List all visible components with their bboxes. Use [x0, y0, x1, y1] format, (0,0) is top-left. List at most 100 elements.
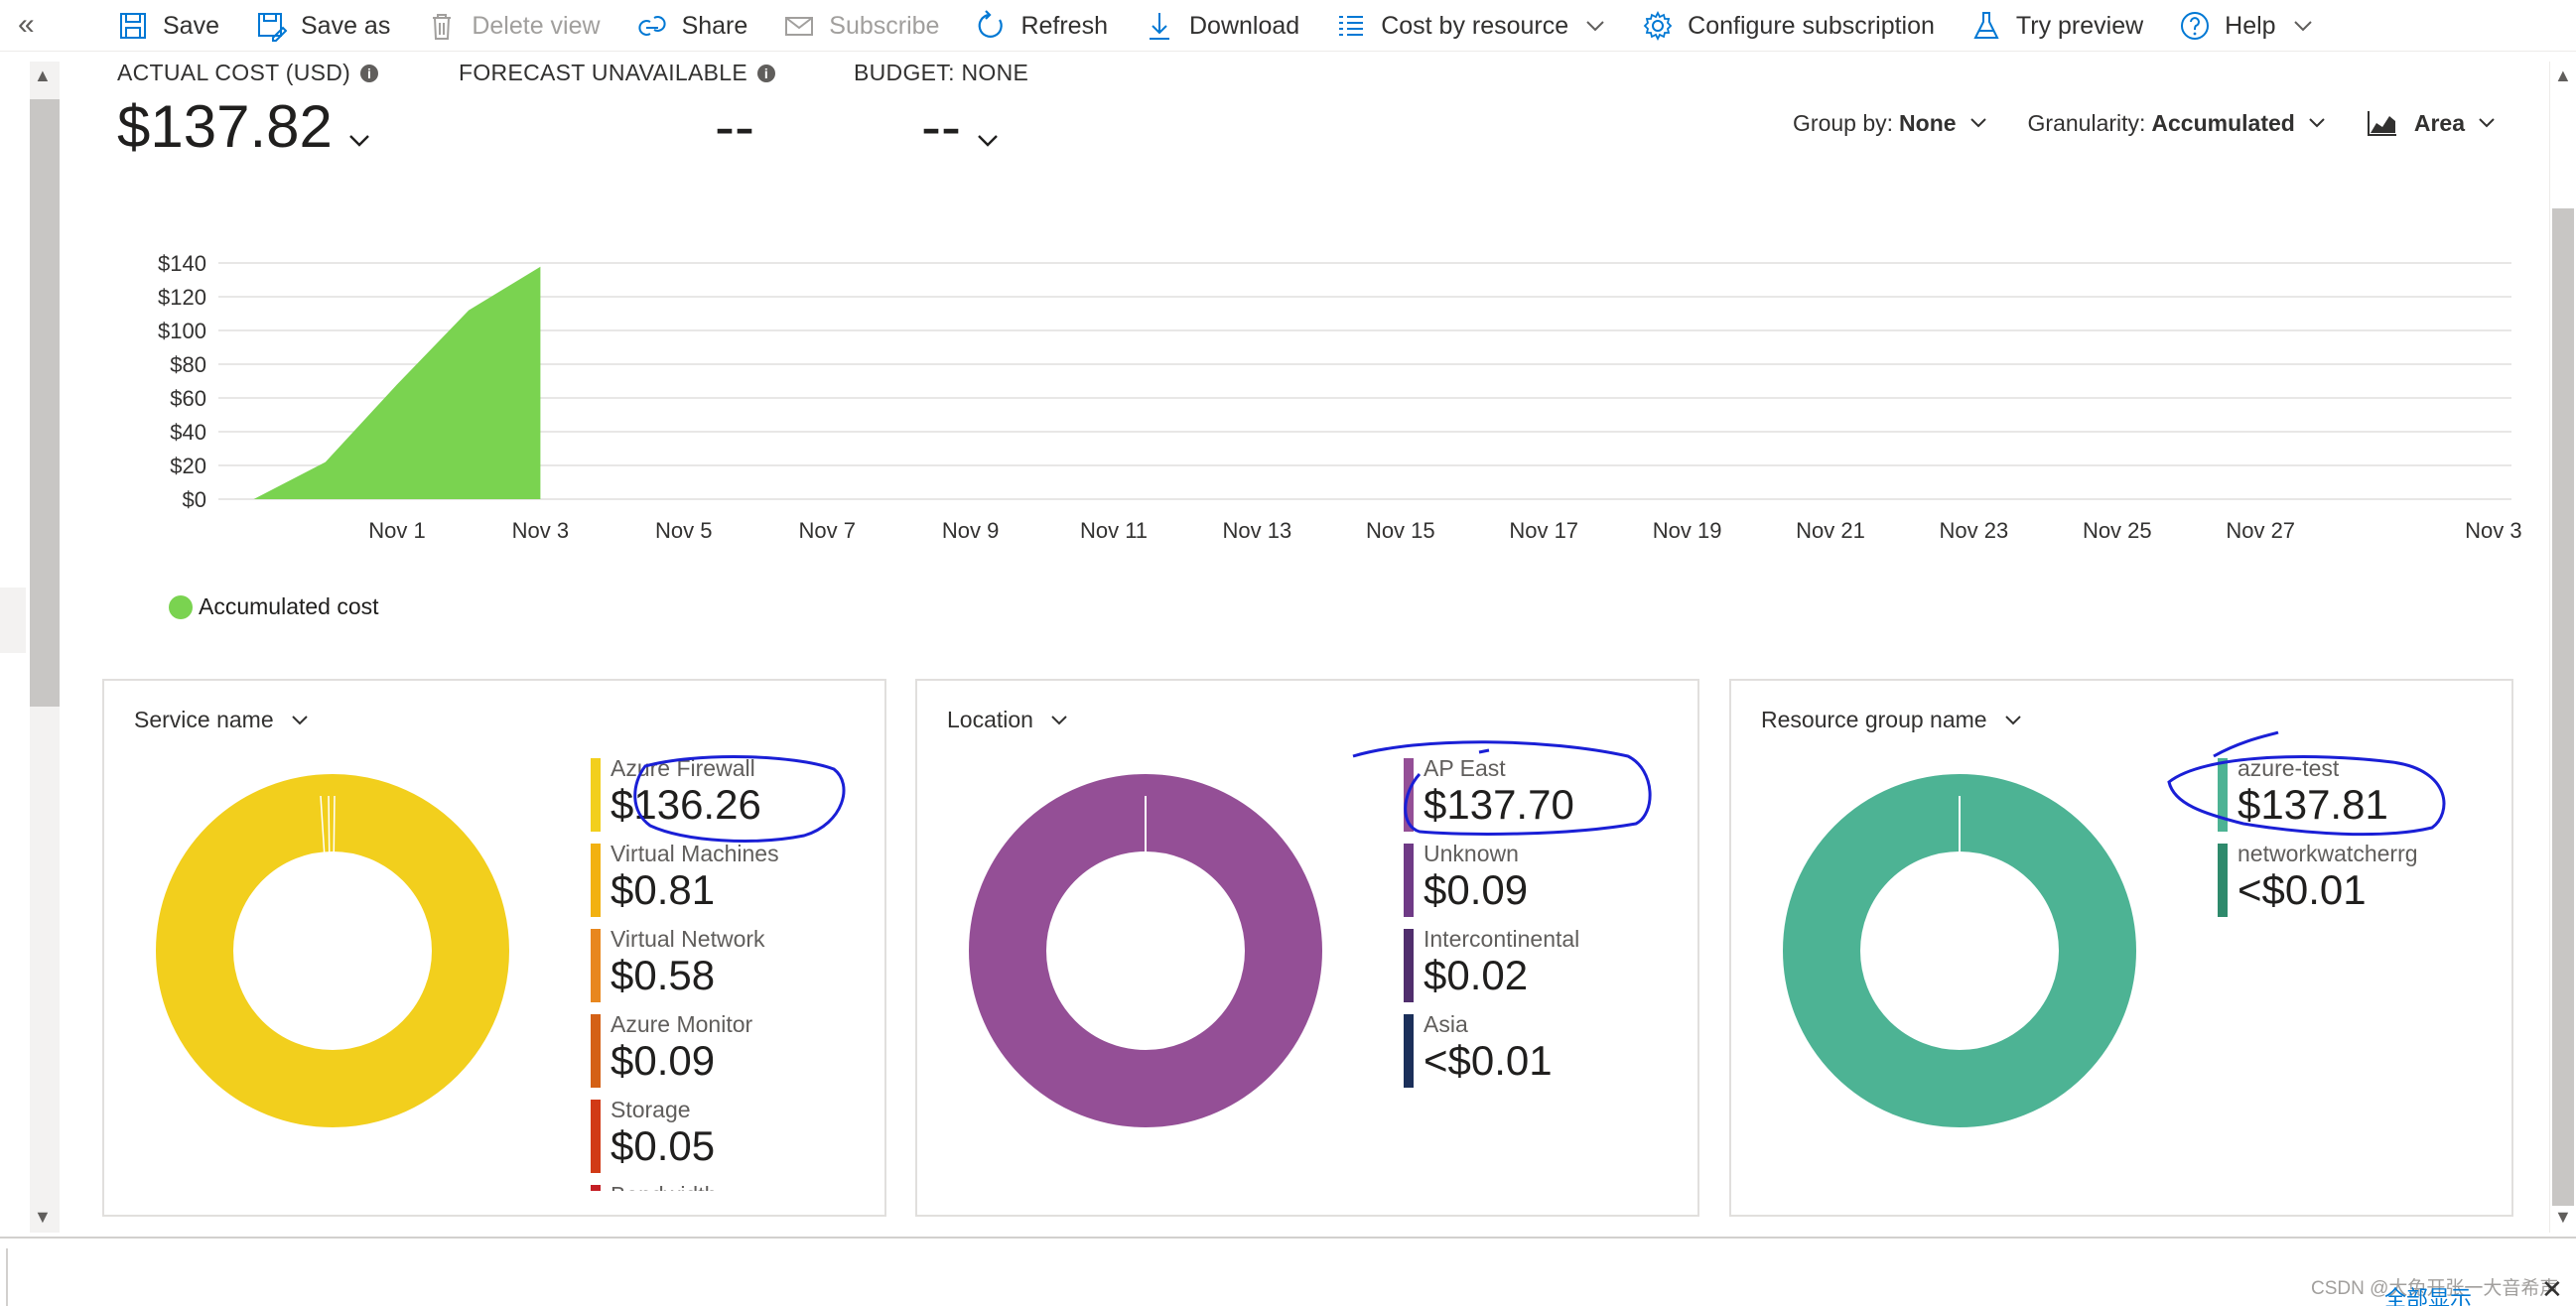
legend-item[interactable]: Virtual Machines $0.81: [591, 840, 879, 925]
legend-item[interactable]: Azure Monitor $0.09: [591, 1010, 879, 1096]
refresh-button[interactable]: Refresh: [975, 6, 1108, 46]
scroll-up-arrow-icon[interactable]: ▲: [34, 65, 52, 85]
y-tick-label: $40: [170, 420, 206, 445]
x-tick-label: Nov 9: [942, 518, 999, 543]
scroll-up-arrow-icon[interactable]: ▲: [2554, 65, 2572, 85]
share-button[interactable]: Share: [636, 6, 747, 46]
service-donut-chart[interactable]: [154, 772, 511, 1129]
x-tick-label: Nov 21: [1796, 518, 1865, 543]
help-label: Help: [2225, 11, 2276, 40]
subscribe-label: Subscribe: [829, 11, 940, 40]
scroll-down-arrow-icon[interactable]: ▼: [2554, 1207, 2572, 1227]
x-tick-label: Nov 30: [2465, 518, 2521, 543]
item-value: $0.09: [1424, 866, 1529, 913]
mail-icon: [785, 17, 814, 36]
chevron-down-icon: [349, 135, 369, 147]
resource-group-dropdown[interactable]: Resource group name: [1761, 707, 2023, 733]
x-tick-label: Nov 3: [512, 518, 569, 543]
legend-item[interactable]: Storage $0.05: [591, 1096, 879, 1181]
forecast-kpi: FORECAST UNAVAILABLE i --: [459, 60, 776, 161]
x-tick-label: Nov 19: [1653, 518, 1722, 543]
item-value: $0.09: [610, 1037, 716, 1084]
legend-color-bar: [591, 844, 601, 917]
legend-item[interactable]: Asia <$0.01: [1404, 1010, 1692, 1096]
location-dropdown[interactable]: Location: [947, 707, 1069, 733]
legend-color-bar: [2218, 844, 2228, 917]
actual-cost-value-row[interactable]: $137.82: [117, 92, 378, 161]
item-name: AP East: [1424, 755, 1506, 781]
budget-value: --: [921, 93, 961, 160]
budget-value-row[interactable]: --: [854, 92, 1028, 161]
delete-view-button[interactable]: Delete view: [426, 6, 601, 46]
chevron-down-icon: [2479, 118, 2495, 128]
command-bar: « Save Save as Delete view Share Subscri…: [0, 0, 2576, 52]
service-name-dropdown[interactable]: Service name: [134, 707, 310, 733]
try-preview-button[interactable]: Try preview: [1970, 6, 2143, 46]
watermark-text: CSDN @大兔开张一大音希声: [2311, 1278, 2559, 1299]
configure-subscription-label: Configure subscription: [1688, 11, 1935, 40]
side-tab[interactable]: [0, 588, 26, 653]
item-name: networkwatcherrg: [2237, 841, 2418, 866]
left-scrollbar-thumb[interactable]: [30, 99, 60, 707]
group-by-dropdown[interactable]: Group by: None: [1793, 110, 1988, 137]
right-scrollbar-thumb[interactable]: [2552, 208, 2574, 1206]
show-all-link[interactable]: 全部显示: [2384, 1286, 2473, 1306]
scroll-down-arrow-icon[interactable]: ▼: [34, 1207, 52, 1227]
card-title: Resource group name: [1761, 707, 1987, 732]
legend-color-bar: [1404, 844, 1414, 917]
save-as-icon: [257, 13, 287, 42]
info-icon[interactable]: i: [360, 64, 379, 82]
forecast-value-row: --: [459, 92, 775, 161]
legend-color-bar: [1404, 929, 1414, 1002]
save-button[interactable]: Save: [117, 6, 219, 46]
budget-kpi: BUDGET: NONE --: [854, 60, 1028, 161]
configure-subscription-button[interactable]: Configure subscription: [1642, 6, 1935, 46]
item-value: $137.81: [2237, 781, 2388, 828]
flask-icon: [1973, 12, 1999, 39]
y-tick-label: $20: [170, 454, 206, 478]
legend-color-bar: [2218, 758, 2228, 832]
close-icon[interactable]: ✕: [2541, 1274, 2563, 1304]
granularity-value: Accumulated: [2151, 109, 2295, 136]
resource-group-donut-chart[interactable]: [1781, 772, 2138, 1129]
forecast-value: --: [715, 93, 754, 160]
x-tick-label: Nov 15: [1366, 518, 1435, 543]
card-title: Location: [947, 707, 1033, 732]
chart-controls: Group by: None Granularity: Accumulated …: [1753, 109, 2497, 137]
help-dropdown[interactable]: Help: [2179, 6, 2313, 46]
location-donut-chart[interactable]: [967, 772, 1324, 1129]
legend-item[interactable]: AP East $137.70: [1404, 754, 1692, 840]
resource-group-card: Resource group name azure-test $137.81 ne…: [1729, 679, 2513, 1217]
item-value: $136.26: [610, 781, 761, 828]
granularity-dropdown[interactable]: Granularity: Accumulated: [2028, 110, 2327, 137]
legend-item[interactable]: Unknown $0.09: [1404, 840, 1692, 925]
item-name: azure-test: [2237, 755, 2340, 781]
info-icon[interactable]: i: [757, 64, 776, 82]
legend-item[interactable]: azure-test $137.81: [2218, 754, 2506, 840]
refresh-icon: [979, 10, 1004, 38]
legend-item[interactable]: Virtual Network $0.58: [591, 925, 879, 1010]
collapse-icon[interactable]: «: [18, 8, 35, 41]
chart-type-dropdown[interactable]: Area: [2367, 109, 2497, 137]
save-as-button[interactable]: Save as: [255, 6, 390, 46]
chevron-down-icon: [2309, 118, 2325, 128]
actual-cost-value: $137.82: [117, 93, 333, 160]
x-tick-label: Nov 7: [798, 518, 855, 543]
cost-by-resource-dropdown[interactable]: Cost by resource: [1335, 6, 1606, 46]
chevron-down-icon: [2004, 715, 2021, 724]
donut-slice-azure-firewall[interactable]: [156, 774, 509, 1127]
legend-item[interactable]: Azure Firewall $136.26: [591, 754, 879, 840]
download-button[interactable]: Download: [1144, 6, 1299, 46]
x-tick-label: Nov 23: [1940, 518, 2009, 543]
legend-item[interactable]: Intercontinental $0.02: [1404, 925, 1692, 1010]
item-name: Virtual Network: [610, 926, 765, 952]
item-value: <$0.01: [2237, 866, 2367, 913]
legend-item[interactable]: networkwatcherrg <$0.01: [2218, 840, 2506, 925]
legend-color-bar: [591, 758, 601, 832]
legend-item[interactable]: Bandwidth: [591, 1181, 879, 1191]
chart-legend[interactable]: Accumulated cost: [169, 593, 379, 620]
subscribe-button[interactable]: Subscribe: [783, 6, 939, 46]
trash-icon: [433, 14, 452, 40]
help-icon: [2181, 12, 2210, 40]
